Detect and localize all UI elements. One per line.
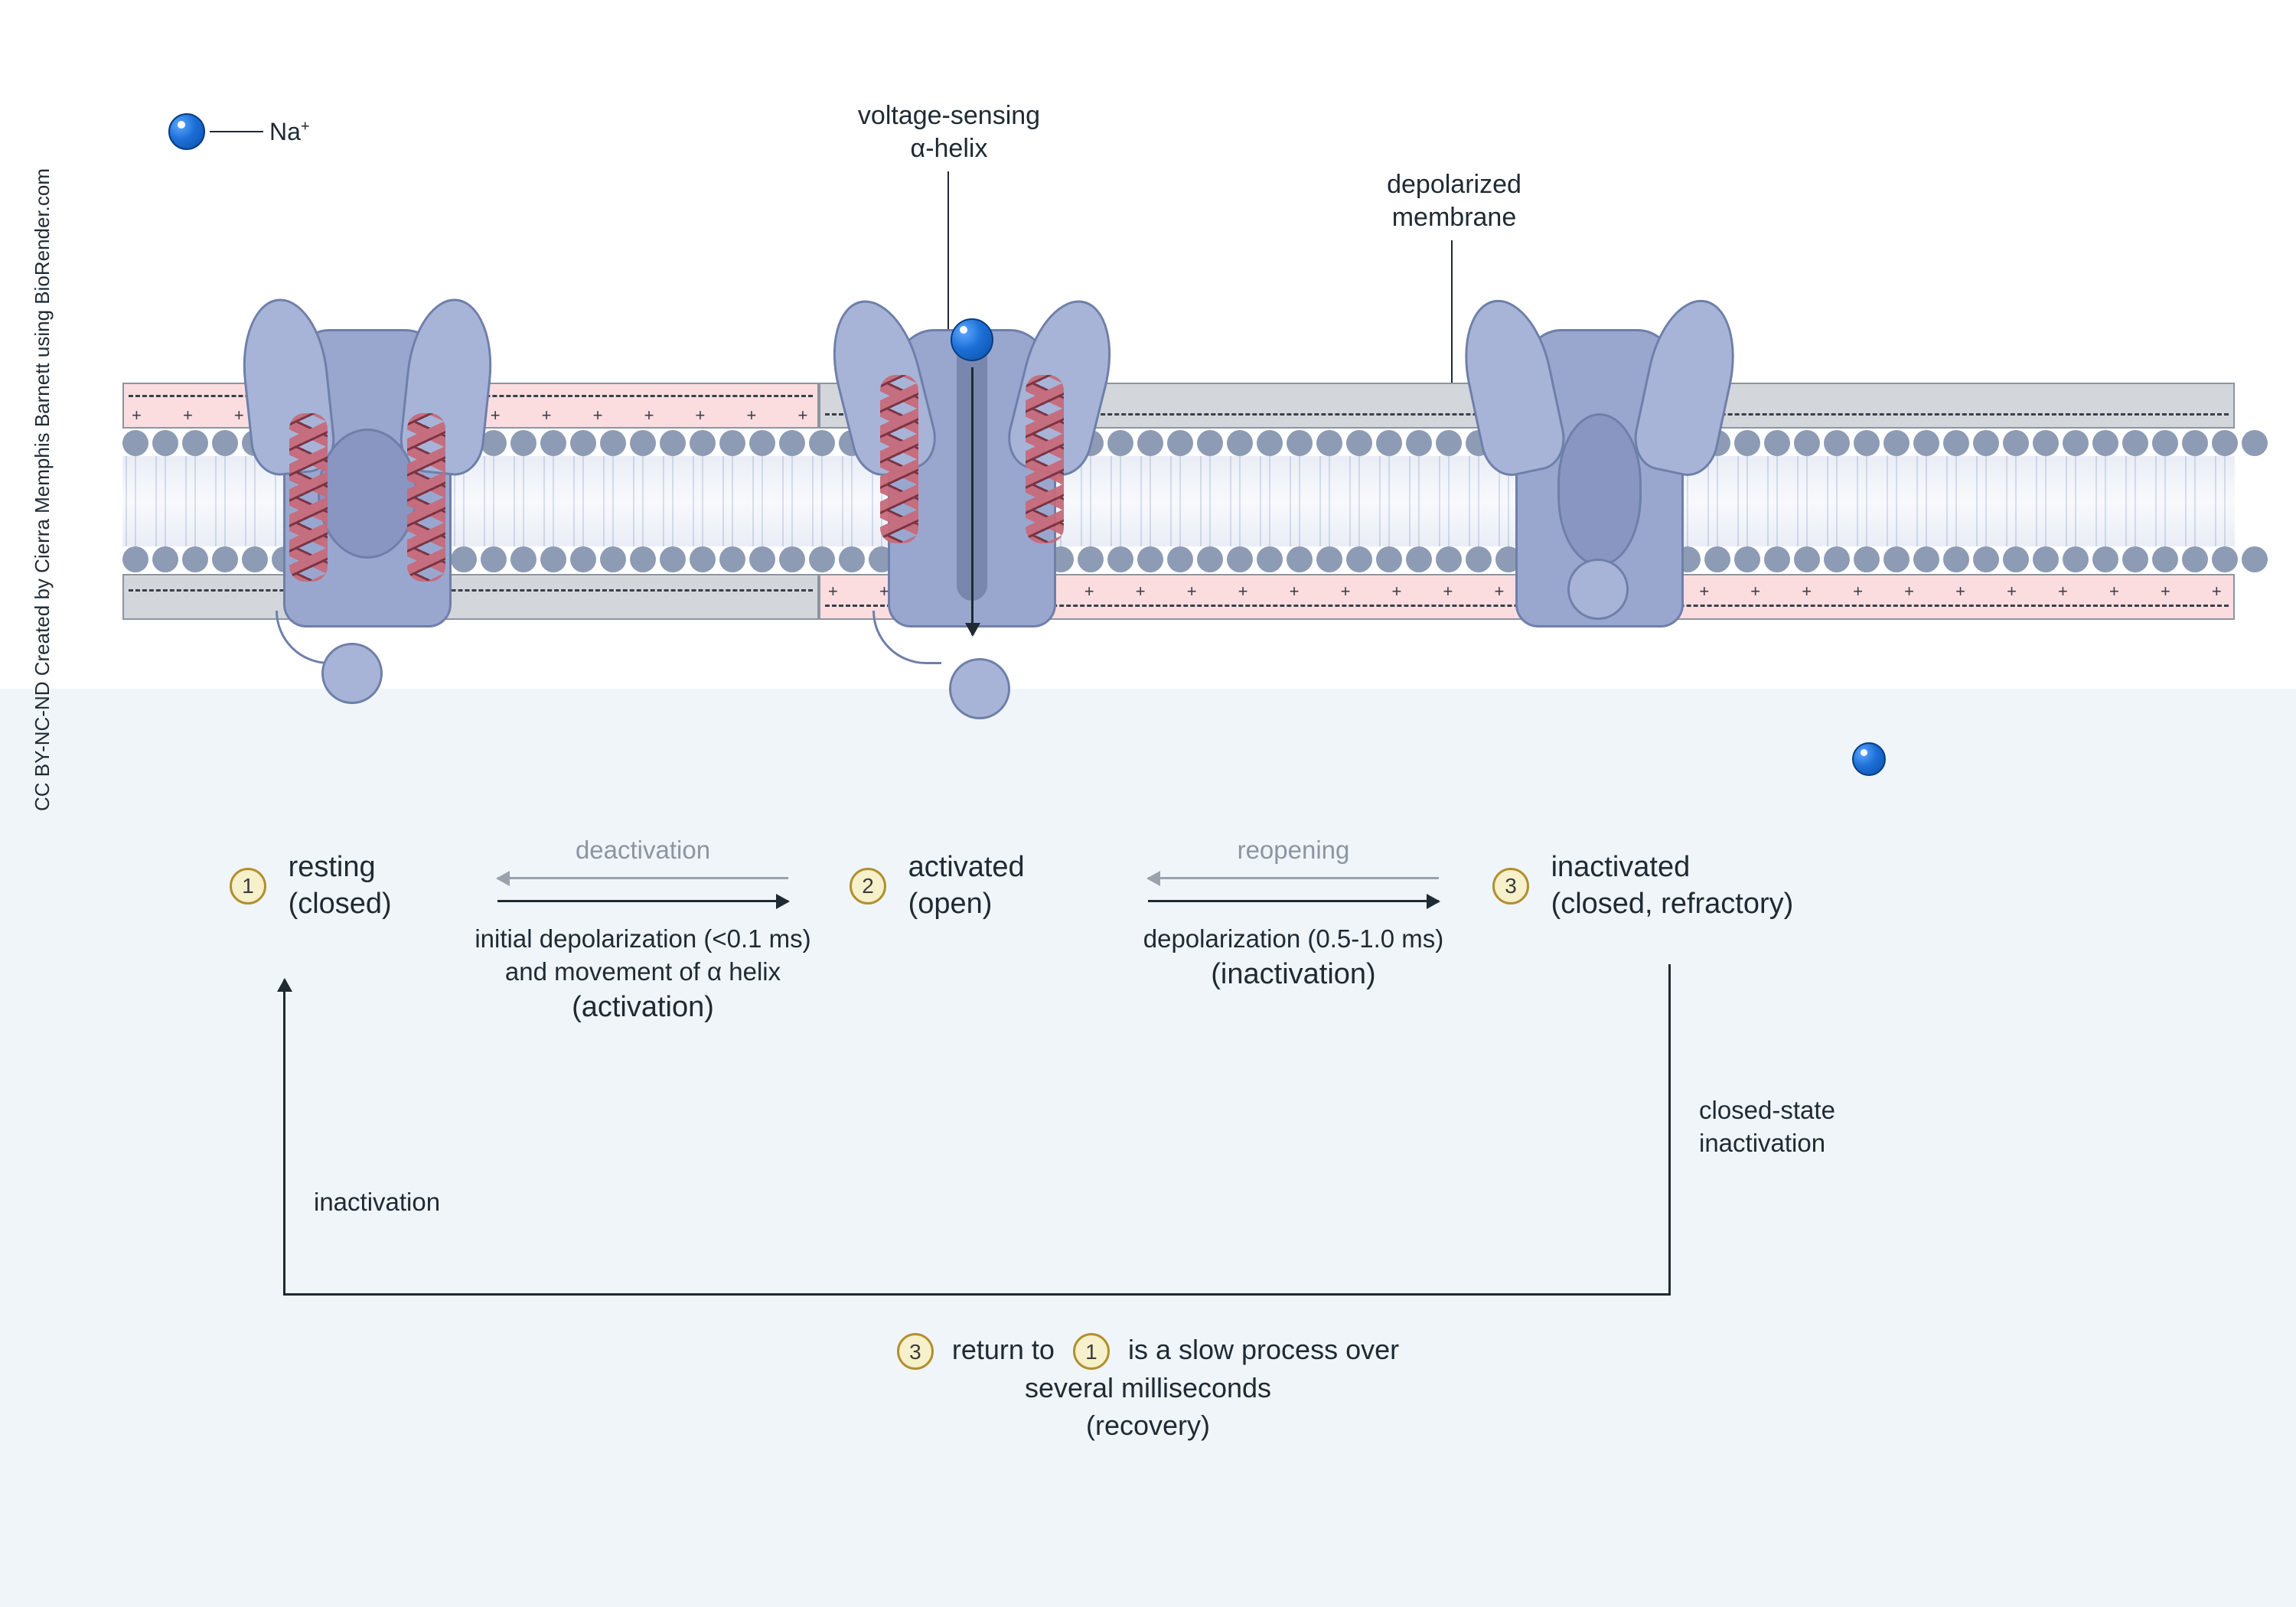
sodium-ion-entering xyxy=(951,318,993,361)
label-depolarized-membrane: depolarized membrane xyxy=(1355,168,1554,233)
channel-lobe-left xyxy=(1452,292,1570,481)
channel-activated xyxy=(834,306,1110,673)
channel-gate-narrow xyxy=(1557,413,1642,566)
t23-caption: depolarization (0.5-1.0 ms) (inactivatio… xyxy=(1102,923,1485,993)
ion-flow-arrow xyxy=(971,367,974,635)
t12-l2: and movement of α helix xyxy=(429,956,857,989)
bg-lower xyxy=(0,689,2296,1607)
channel-resting xyxy=(230,306,505,673)
state-1-number: 1 xyxy=(230,868,266,905)
legend-na-label: Na+ xyxy=(269,118,310,146)
loop-inactivation-label: inactivation xyxy=(314,1186,440,1219)
state-2-l2: (open) xyxy=(908,886,1025,923)
recovery-line1: 3 return to 1 is a slow process over xyxy=(0,1332,2296,1370)
channel-inactivated xyxy=(1462,306,1737,673)
alpha-helix-right-up xyxy=(1026,375,1064,543)
t12-caption: initial depolarization (<0.1 ms) and mov… xyxy=(429,923,857,1026)
pointer-depolarized xyxy=(1451,240,1453,396)
recovery-line3: (recovery) xyxy=(0,1407,2296,1445)
t12-deactivation-label: deactivation xyxy=(520,836,765,865)
state-3-l2: (closed, refractory) xyxy=(1551,886,1794,923)
arrow-deactivation xyxy=(497,877,788,879)
inactivation-ball xyxy=(321,643,383,704)
t23-l1: depolarization (0.5-1.0 ms) xyxy=(1102,923,1485,956)
credit-text: CC BY-NC-ND Created by Cierra Memphis Ba… xyxy=(31,168,54,811)
diagram-canvas: Na+ voltage-sensing α-helix depolarized … xyxy=(0,0,2296,1607)
alpha-helix-left xyxy=(289,413,328,582)
label-depolarized-l2: membrane xyxy=(1355,201,1554,234)
sodium-ion-icon xyxy=(168,113,205,150)
alpha-helix-right xyxy=(407,413,445,582)
recovery-caption: 3 return to 1 is a slow process over sev… xyxy=(0,1332,2296,1445)
closed-state-inactivation-label: closed-state inactivation xyxy=(1699,1094,1929,1160)
channel-gate-closed xyxy=(318,429,417,559)
state-2-number: 2 xyxy=(850,868,886,905)
state-1-l2: (closed) xyxy=(289,886,392,923)
state-2-l1: activated xyxy=(908,849,1025,886)
csi-l1: closed-state xyxy=(1699,1094,1929,1127)
loop-left-vertical xyxy=(283,980,285,1293)
state-3-l1: inactivated xyxy=(1551,849,1794,886)
csi-l2: inactivation xyxy=(1699,1127,1929,1160)
t23-big: (inactivation) xyxy=(1102,956,1485,993)
legend-na: Na+ xyxy=(168,113,310,150)
legend-pointer xyxy=(210,131,263,132)
channel-lobe-right xyxy=(1628,292,1746,481)
recovery-num-3: 3 xyxy=(897,1333,934,1370)
recovery-post1: is a slow process over xyxy=(1128,1334,1399,1365)
t23-reopening-label: reopening xyxy=(1171,836,1416,865)
t12-l1: initial depolarization (<0.1 ms) xyxy=(429,923,857,956)
label-voltage-helix: voltage-sensing α-helix xyxy=(811,99,1087,165)
label-depolarized-l1: depolarized xyxy=(1355,168,1554,201)
state-3-number: 3 xyxy=(1492,868,1529,905)
loop-bottom-horizontal xyxy=(283,1293,1671,1296)
inactivation-tether xyxy=(872,611,941,664)
state-1: 1 resting (closed) xyxy=(230,849,392,922)
arrow-reopening xyxy=(1148,877,1439,879)
recovery-pre: return to xyxy=(952,1334,1055,1365)
sodium-ion-free xyxy=(1852,742,1886,776)
arrow-inactivation xyxy=(1148,900,1439,902)
label-voltage-helix-l1: voltage-sensing xyxy=(811,99,1087,132)
recovery-line2: several milliseconds xyxy=(0,1370,2296,1407)
inactivation-ball xyxy=(949,658,1010,719)
state-2: 2 activated (open) xyxy=(850,849,1025,922)
recovery-num-1: 1 xyxy=(1073,1333,1110,1370)
state-1-l1: resting xyxy=(289,849,392,886)
state-3: 3 inactivated (closed, refractory) xyxy=(1492,849,1793,922)
arrow-activation xyxy=(497,900,788,902)
t12-big: (activation) xyxy=(429,989,857,1026)
inactivation-ball-in-pore xyxy=(1567,559,1629,620)
label-voltage-helix-l2: α-helix xyxy=(811,132,1087,165)
loop-right-vertical xyxy=(1668,964,1671,1293)
alpha-helix-left-up xyxy=(880,375,918,543)
